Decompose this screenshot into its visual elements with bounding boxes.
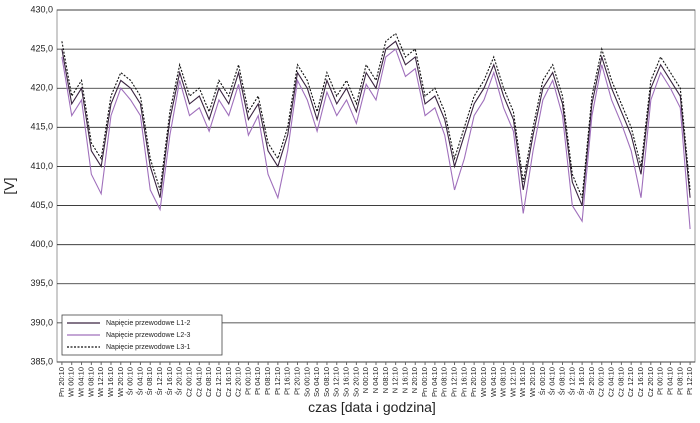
x-tick-label: Pn 16:10: [459, 367, 468, 397]
x-tick-label: Cz 20:10: [646, 367, 655, 397]
x-tick-label: Śr 12:10: [155, 367, 164, 395]
legend-label: Napięcie przewodowe L2-3: [106, 332, 191, 339]
x-tick-label: Pn 12:10: [450, 367, 459, 397]
x-tick-label: Wt 00:10: [479, 367, 488, 397]
x-tick-label: Wt 20:10: [116, 367, 125, 397]
x-tick-label: Cz 08:10: [204, 367, 213, 397]
x-tick-label: N 08:10: [381, 367, 390, 393]
x-tick-label: Wt 00:10: [67, 367, 76, 397]
y-tick-label: 415,0: [30, 122, 53, 132]
x-tick-label: N 04:10: [371, 367, 380, 393]
x-tick-label: So 08:10: [322, 367, 331, 397]
y-axis-label: [V]: [1, 177, 17, 194]
x-tick-label: Śr 00:10: [538, 367, 547, 395]
x-tick-label: Śr 04:10: [548, 367, 557, 395]
x-tick-label: Śr 08:10: [145, 367, 154, 395]
x-tick-label: Wt 08:10: [499, 367, 508, 397]
x-tick-label: Pn 20:10: [57, 367, 66, 397]
x-tick-label: So 16:10: [342, 367, 351, 397]
y-tick-label: 405,0: [30, 200, 53, 210]
x-tick-label: Cz 16:10: [636, 367, 645, 397]
x-axis-label: czas [data i godzina]: [308, 399, 436, 415]
x-tick-label: Pt 12:10: [685, 367, 694, 395]
x-tick-label: Pn 20:10: [469, 367, 478, 397]
x-tick-label: Cz 20:10: [234, 367, 243, 397]
data-line: [61, 40, 691, 206]
x-tick-label: Cz 04:10: [607, 367, 616, 397]
x-tick-label: Pn 04:10: [430, 367, 439, 397]
x-tick-label: N 16:10: [400, 367, 409, 393]
y-tick-label: 425,0: [30, 43, 53, 53]
y-tick-label: 410,0: [30, 161, 53, 171]
x-tick-label: Wt 04:10: [489, 367, 498, 397]
x-tick-label: Śr 12:10: [567, 367, 576, 395]
x-tick-label: Pt 04:10: [665, 367, 674, 395]
x-tick-label: Śr 20:10: [587, 367, 596, 395]
x-tick-label: So 00:10: [302, 367, 311, 397]
x-tick-label: So 20:10: [351, 367, 360, 397]
x-tick-label: Pn 00:10: [420, 367, 429, 397]
x-tick-label: Pt 00:10: [243, 367, 252, 395]
x-tick-label: Śr 16:10: [577, 367, 586, 395]
x-tick-label: Pt 04:10: [253, 367, 262, 395]
x-tick-label: N 20:10: [410, 367, 419, 393]
data-line: [61, 32, 691, 198]
x-tick-label: Pt 08:10: [675, 367, 684, 395]
x-tick-label: Cz 08:10: [616, 367, 625, 397]
x-tick-label: So 12:10: [332, 367, 341, 397]
y-tick-label: 395,0: [30, 278, 53, 288]
x-tick-label: Pt 12:10: [273, 367, 282, 395]
x-tick-label: Wt 16:10: [106, 367, 115, 397]
x-tick-label: Śr 16:10: [165, 367, 174, 395]
legend-label: Napięcie przewodowe L1-2: [106, 320, 191, 327]
x-tick-label: Wt 20:10: [528, 367, 537, 397]
x-tick-label: Cz 00:10: [597, 367, 606, 397]
x-tick-label: Wt 12:10: [96, 367, 105, 397]
x-tick-label: Pt 16:10: [283, 367, 292, 395]
x-tick-label: Cz 16:10: [224, 367, 233, 397]
x-tick-label: Cz 12:10: [214, 367, 223, 397]
x-tick-label: Wt 12:10: [508, 367, 517, 397]
x-tick-label: Wt 16:10: [518, 367, 527, 397]
x-tick-label: So 04:10: [312, 367, 321, 397]
x-tick-label: Cz 00:10: [184, 367, 193, 397]
x-tick-label: N 12:10: [391, 367, 400, 393]
legend-label: Napięcie przewodowe L3-1: [106, 344, 191, 351]
x-tick-label: Wt 08:10: [86, 367, 95, 397]
data-line: [61, 48, 691, 230]
y-tick-label: 390,0: [30, 317, 53, 327]
x-tick-label: Pt 08:10: [263, 367, 272, 395]
x-tick-label: Śr 00:10: [126, 367, 135, 395]
x-tick-label: N 00:10: [361, 367, 370, 393]
x-tick-label: Śr 08:10: [557, 367, 566, 395]
x-tick-label: Cz 12:10: [626, 367, 635, 397]
x-tick-label: Śr 04:10: [135, 367, 144, 395]
x-tick-label: Cz 04:10: [194, 367, 203, 397]
x-tick-label: Śr 20:10: [175, 367, 184, 395]
y-tick-label: 400,0: [30, 239, 53, 249]
x-tick-label: Wt 04:10: [77, 367, 86, 397]
x-tick-label: Pt 20:10: [292, 367, 301, 395]
x-tick-label: Pn 08:10: [440, 367, 449, 397]
y-tick-label: 430,0: [30, 4, 53, 14]
x-tick-label: Pt 00:10: [656, 367, 665, 395]
y-tick-label: 420,0: [30, 83, 53, 93]
y-tick-label: 385,0: [30, 356, 53, 366]
